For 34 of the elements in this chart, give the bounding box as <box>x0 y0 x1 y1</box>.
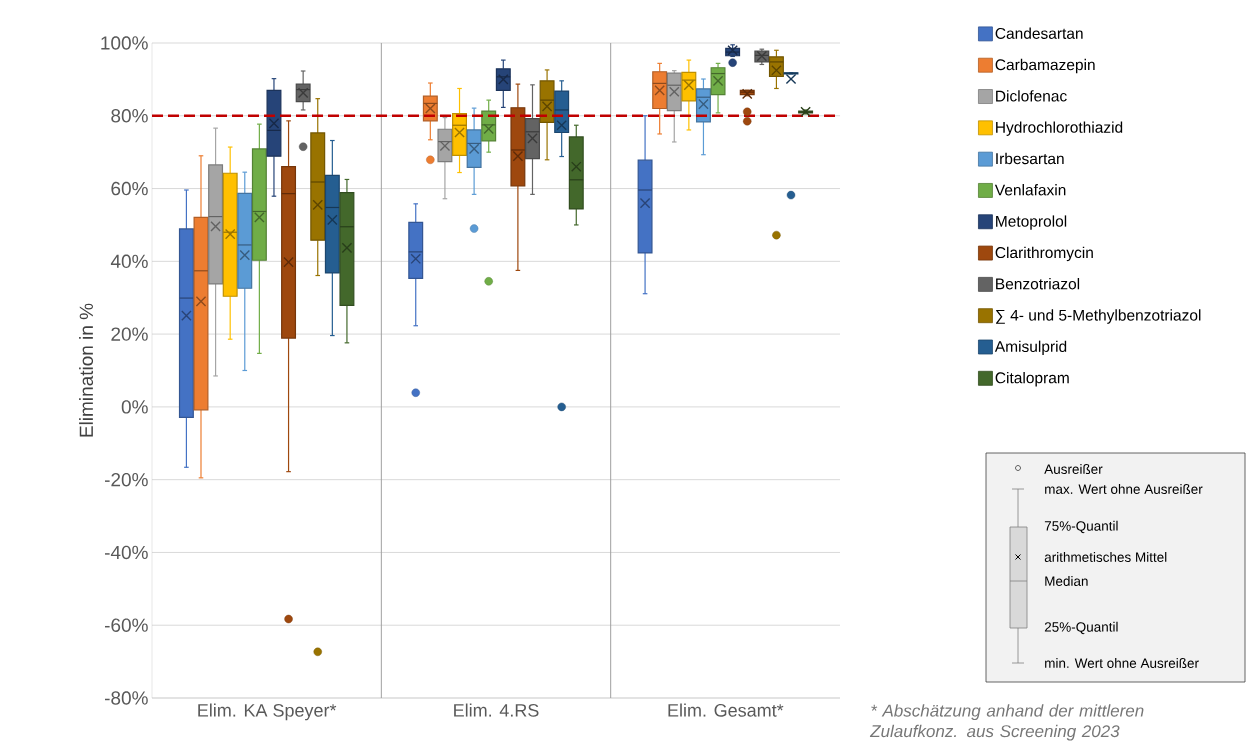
y-tick-label: 0% <box>121 400 148 414</box>
y-tick-label: 80% <box>111 109 148 123</box>
legend-label: Clarithromycin <box>995 246 1093 262</box>
legend-label: Benzotriazol <box>996 278 1080 290</box>
text: min. Wert ohne Ausreißer <box>1045 658 1199 668</box>
x-tick-label: Elim. Gesamt* <box>668 703 784 717</box>
text: Median <box>1045 576 1088 586</box>
legend-label: Venlafaxin <box>994 184 1066 196</box>
x-tick-label: Elim. KA Speyer* <box>198 703 337 721</box>
y-tick-label: 20% <box>111 327 148 341</box>
y-tick-label: -20% <box>104 472 148 487</box>
x-tick-label: Elim. 4.RS <box>454 703 539 717</box>
y-tick-label: 60% <box>111 181 148 196</box>
y-axis-title: Elimination in % <box>79 303 94 437</box>
y-tick-label: 40% <box>110 254 148 269</box>
y-tick-label: -80% <box>104 691 148 705</box>
y-tick-label: -40% <box>104 545 148 560</box>
text: Ausreißer <box>1044 464 1103 474</box>
legend-label: Candesartan <box>995 27 1083 39</box>
legend-label: Metoprolol <box>996 215 1067 230</box>
text: 75%-Quantil <box>1044 520 1118 534</box>
legend-label: Amisulprid <box>994 340 1067 356</box>
legend-label: Irbesartan <box>996 152 1064 165</box>
y-tick-label: 100% <box>101 36 148 50</box>
legend-label: Hydrochlorothiazid <box>996 121 1123 136</box>
y-tick-label: -60% <box>104 618 148 632</box>
legend-label: Diclofenac <box>996 90 1067 102</box>
legend-label: Citalopram <box>995 371 1069 387</box>
legend-label: ∑ 4- und 5-Methylbenzotriazol <box>996 309 1201 324</box>
text: arithmetisches Mittel <box>1044 552 1167 562</box>
text: 25%-Quantil <box>1044 621 1118 635</box>
legend-label: Carbamazepin <box>995 58 1095 74</box>
text: * Abschätzung anhand der mittleren Zulaufkonz. aus Screening 2023 <box>869 704 1144 741</box>
text: max. Wert ohne Ausreißer <box>1045 484 1203 494</box>
